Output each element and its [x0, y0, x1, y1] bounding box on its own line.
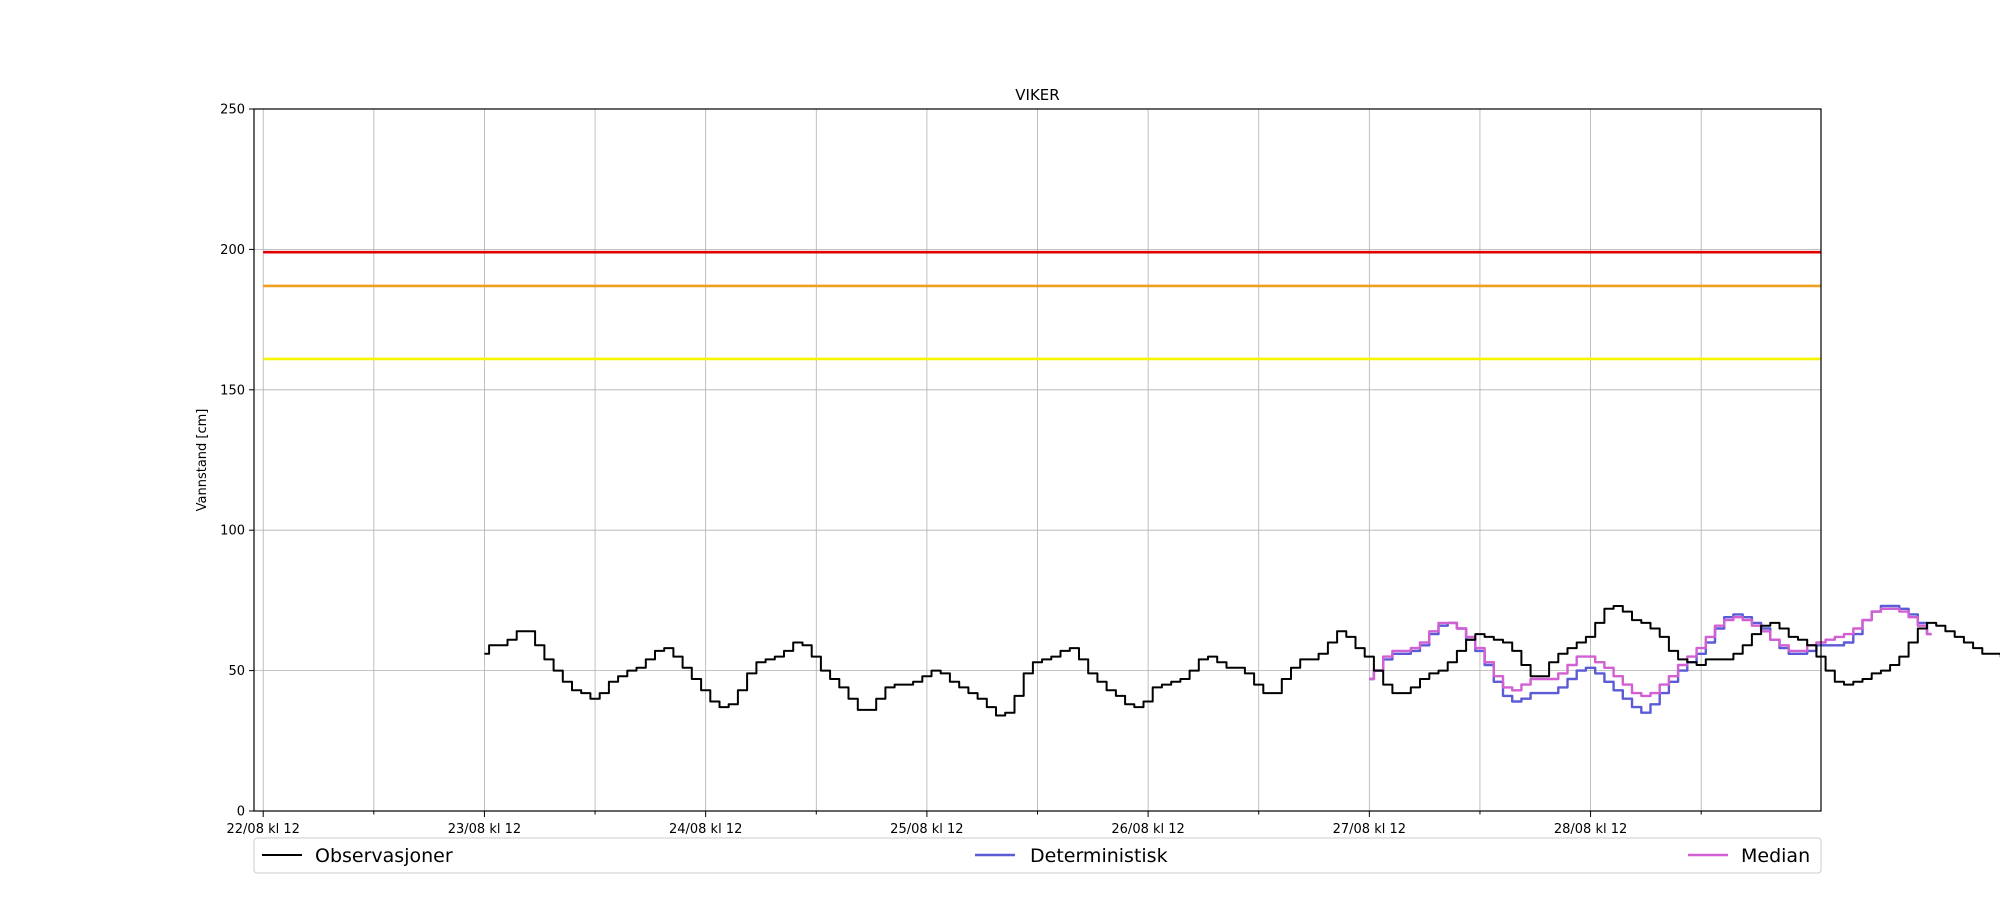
y-tick-label: 100 — [220, 524, 245, 539]
chart-title: VIKER — [1015, 86, 1059, 104]
legend-box — [253, 837, 1822, 874]
legend: Observasjoner Deterministisk Median — [253, 837, 1822, 874]
threshold-lines — [263, 250, 1821, 361]
grid-lines — [254, 108, 1821, 812]
series-line-observasjoner — [484, 605, 2000, 717]
x-tick-label: 27/08 kl 12 — [1333, 822, 1406, 837]
y-tick-label: 250 — [220, 103, 245, 118]
y-tick-label: 0 — [237, 805, 245, 820]
series-line-median — [1369, 607, 1932, 698]
y-tick-label: 50 — [228, 664, 245, 679]
y-tick-label: 200 — [220, 243, 245, 258]
series-lines — [484, 604, 2000, 717]
x-axis-ticks: 22/08 kl 12 23/08 kl 12 24/08 kl 12 25/08 k… — [227, 811, 1702, 837]
legend-label-median: Median — [1741, 845, 1810, 867]
x-tick-label: 28/08 kl 12 — [1554, 822, 1627, 837]
y-axis-ticks: 0 50 100 150 200 250 — [220, 103, 254, 820]
y-tick-label: 150 — [220, 383, 245, 398]
x-tick-label: 23/08 kl 12 — [448, 822, 521, 837]
x-tick-label: 24/08 kl 12 — [669, 822, 742, 837]
y-axis-label: Vannstand [cm] — [195, 409, 210, 512]
x-tick-label: 25/08 kl 12 — [890, 822, 963, 837]
legend-label-deterministisk: Deterministisk — [1030, 845, 1168, 867]
legend-label-observasjoner: Observasjoner — [315, 845, 453, 867]
x-tick-label: 26/08 kl 12 — [1111, 822, 1184, 837]
x-tick-label: 22/08 kl 12 — [227, 822, 300, 837]
